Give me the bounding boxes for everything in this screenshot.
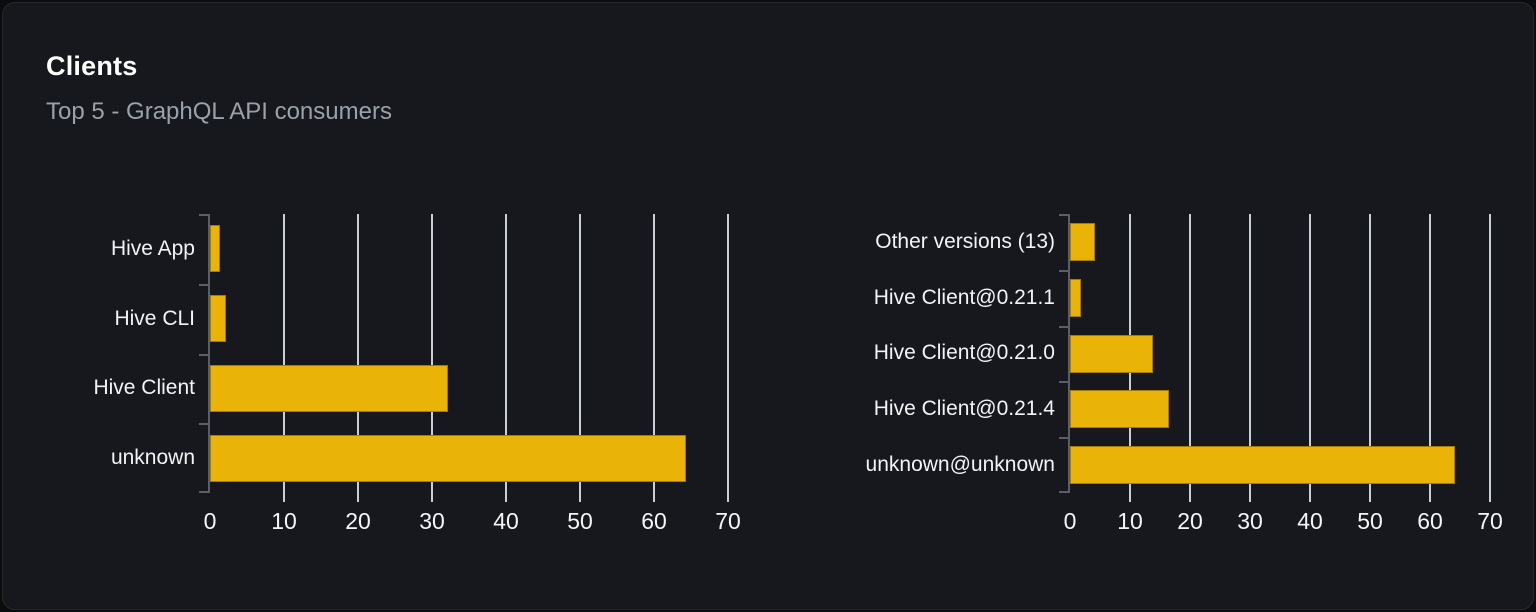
gridline bbox=[357, 214, 359, 493]
gridline bbox=[1369, 214, 1371, 493]
clients-bar-chart: Hive App Hive CLI Hive Client unknown 0 10 20 3… bbox=[61, 214, 744, 553]
bar-unknown[interactable] bbox=[210, 434, 686, 482]
x-axis-tick bbox=[1369, 493, 1371, 502]
bar-hive-client-0-21-4[interactable] bbox=[1070, 390, 1169, 429]
bar-hive-client-0-21-0[interactable] bbox=[1070, 334, 1153, 373]
x-axis-tick-label: 20 bbox=[1177, 508, 1203, 534]
gridline bbox=[505, 214, 507, 493]
y-axis-tick bbox=[199, 491, 208, 493]
bar-other-versions-13-[interactable] bbox=[1070, 222, 1096, 261]
bar-hive-client-0-21-1[interactable] bbox=[1070, 278, 1082, 317]
gridline bbox=[1489, 214, 1491, 493]
x-axis-tick-label: 60 bbox=[1417, 508, 1443, 534]
x-axis-tick bbox=[1489, 493, 1491, 502]
x-axis-tick bbox=[283, 493, 285, 502]
x-axis-tick-label: 30 bbox=[1237, 508, 1263, 534]
x-axis-tick-label: 10 bbox=[1117, 508, 1143, 534]
gridline bbox=[1249, 214, 1251, 493]
x-axis-tick-label: 20 bbox=[345, 508, 371, 534]
x-axis-tick-label: 50 bbox=[1357, 508, 1383, 534]
x-axis-tick bbox=[1189, 493, 1191, 502]
gridline bbox=[1309, 214, 1311, 493]
plot-area: 0 10 20 30 40 50 60 70 bbox=[1059, 214, 1503, 534]
y-axis-tick bbox=[1059, 437, 1068, 439]
x-axis-tick-label: 70 bbox=[715, 508, 741, 534]
gridline bbox=[283, 214, 285, 493]
x-axis-tick bbox=[579, 493, 581, 502]
x-axis-tick-label: 0 bbox=[1063, 508, 1077, 534]
card-subtitle: Top 5 - GraphQL API consumers bbox=[46, 98, 392, 125]
gridline bbox=[727, 214, 729, 493]
category-label: unknown bbox=[110, 446, 195, 470]
gridline bbox=[579, 214, 581, 493]
x-axis-tick bbox=[1429, 493, 1431, 502]
bar-unknown-unknown[interactable] bbox=[1070, 446, 1455, 485]
category-label: Hive Client@0.21.1 bbox=[873, 285, 1055, 309]
category-label: Hive App bbox=[110, 236, 195, 260]
y-axis-tick bbox=[1059, 381, 1068, 383]
x-axis-tick-label: 70 bbox=[1477, 508, 1503, 534]
bar-hive-client[interactable] bbox=[210, 364, 449, 412]
y-axis-tick bbox=[199, 354, 208, 356]
card-title: Clients bbox=[46, 51, 138, 81]
x-axis-tick-label: 50 bbox=[567, 508, 593, 534]
x-axis-tick bbox=[357, 493, 359, 502]
x-axis-tick bbox=[1129, 493, 1131, 502]
y-axis-tick bbox=[1059, 491, 1068, 493]
x-axis-tick bbox=[727, 493, 729, 502]
x-axis-tick-label: 60 bbox=[641, 508, 667, 534]
gridline bbox=[1429, 214, 1431, 493]
bar-hive-app[interactable] bbox=[210, 225, 220, 273]
x-axis-tick bbox=[1309, 493, 1311, 502]
y-axis-tick bbox=[199, 423, 208, 425]
category-label: Other versions (13) bbox=[875, 229, 1055, 253]
y-axis-tick bbox=[199, 214, 208, 216]
x-axis-tick bbox=[653, 493, 655, 502]
category-axis-labels: Hive App Hive CLI Hive Client unknown bbox=[61, 214, 208, 493]
client-versions-bar-chart: Other versions (13) Hive Client@0.21.1 Hiv… bbox=[823, 214, 1506, 553]
x-axis-tick bbox=[431, 493, 433, 502]
category-label: Hive Client@0.21.4 bbox=[873, 397, 1055, 421]
plot-area: 0 10 20 30 40 50 60 70 bbox=[199, 214, 741, 534]
y-axis-tick bbox=[199, 284, 208, 286]
y-axis-tick bbox=[1059, 270, 1068, 272]
y-axis-tick bbox=[1059, 326, 1068, 328]
gridline bbox=[431, 214, 433, 493]
category-label: Hive Client bbox=[93, 376, 195, 400]
y-axis-tick bbox=[1059, 214, 1068, 216]
x-axis-tick-label: 40 bbox=[493, 508, 519, 534]
x-axis-tick-label: 30 bbox=[419, 508, 445, 534]
gridline bbox=[1189, 214, 1191, 493]
x-axis-tick bbox=[505, 493, 507, 502]
category-axis-labels: Other versions (13) Hive Client@0.21.1 Hiv… bbox=[823, 214, 1068, 493]
category-label: unknown@unknown bbox=[865, 453, 1055, 477]
x-axis-tick-label: 10 bbox=[271, 508, 297, 534]
x-axis-tick-label: 0 bbox=[203, 508, 217, 534]
bar-hive-cli[interactable] bbox=[210, 295, 227, 343]
x-axis-tick-label: 40 bbox=[1297, 508, 1323, 534]
x-axis-tick bbox=[1249, 493, 1251, 502]
gridline bbox=[653, 214, 655, 493]
category-label: Hive CLI bbox=[114, 306, 195, 330]
category-label: Hive Client@0.21.0 bbox=[873, 341, 1055, 365]
